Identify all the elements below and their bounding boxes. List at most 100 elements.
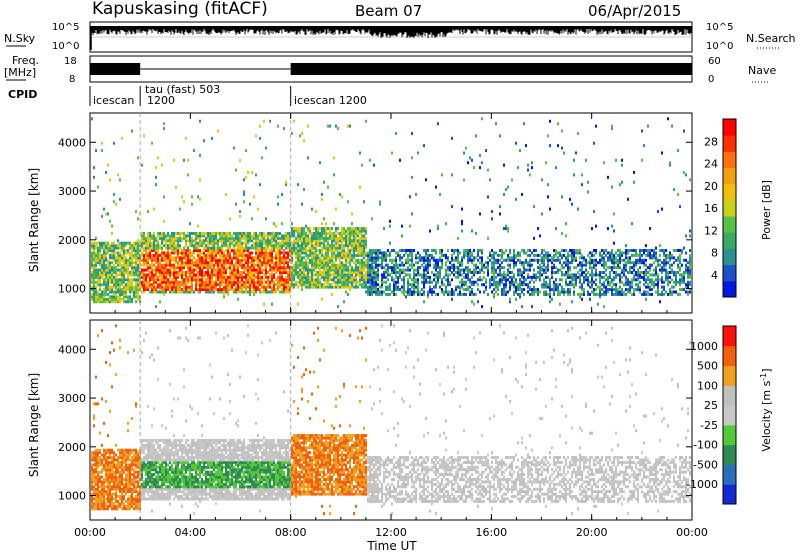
heatmap-cell — [345, 273, 347, 277]
heatmap-cell — [247, 249, 249, 253]
heatmap-cell — [463, 283, 465, 287]
heatmap-cell — [283, 253, 285, 257]
heatmap-cell — [359, 229, 361, 233]
heatmap-cell — [305, 241, 307, 245]
heatmap-cell — [355, 229, 357, 233]
heatmap-cell — [471, 292, 473, 296]
heatmap-cell — [303, 283, 305, 287]
heatmap-cell — [137, 268, 139, 272]
heatmap-cell — [391, 151, 393, 155]
heatmap-cell — [175, 185, 177, 189]
heatmap-cell — [387, 278, 389, 282]
heatmap-cell — [107, 266, 109, 270]
heatmap-cell — [265, 263, 267, 267]
heatmap-cell — [173, 270, 175, 274]
heatmap-cell — [169, 258, 171, 262]
heatmap-cell — [339, 261, 341, 265]
heatmap-cell — [339, 273, 341, 277]
heatmap-cell — [327, 285, 329, 289]
heatmap-cell — [339, 278, 341, 282]
heatmap-cell — [159, 236, 161, 240]
heatmap-cell — [551, 268, 553, 272]
heatmap-cell — [303, 278, 305, 282]
heatmap-cell — [543, 283, 545, 287]
heatmap-cell — [213, 280, 215, 284]
heatmap-cell — [169, 270, 171, 274]
heatmap-cell — [289, 241, 291, 245]
heatmap-cell — [529, 253, 531, 257]
heatmap-cell — [427, 275, 429, 279]
heatmap-cell — [503, 258, 505, 262]
heatmap-cell — [145, 246, 147, 250]
heatmap-cell — [117, 256, 119, 260]
heatmap-cell — [163, 234, 165, 238]
heatmap-cell — [245, 175, 247, 179]
heatmap-cell — [471, 261, 473, 265]
heatmap-cell — [199, 266, 201, 270]
heatmap-cell — [523, 278, 525, 282]
heatmap-cell — [359, 253, 361, 257]
heatmap-cell — [223, 258, 225, 262]
heatmap-cell — [247, 258, 249, 262]
heatmap-cell — [281, 234, 283, 238]
heatmap-cell — [179, 268, 181, 272]
heatmap-cell — [409, 263, 411, 267]
heatmap-cell — [135, 266, 137, 270]
heatmap-cell — [409, 283, 411, 287]
heatmap-cell — [179, 263, 181, 267]
heatmap-cell — [205, 231, 207, 235]
heatmap-cell — [529, 280, 531, 284]
heatmap-cell — [515, 141, 517, 145]
heatmap-cell — [451, 136, 453, 140]
heatmap-cell — [225, 231, 227, 235]
heatmap-cell — [109, 290, 111, 294]
heatmap-cell — [337, 231, 339, 235]
heatmap-cell — [177, 273, 179, 277]
heatmap-cell — [237, 268, 239, 272]
heatmap-cell — [389, 251, 391, 255]
heatmap-cell — [379, 285, 381, 289]
heatmap-cell — [435, 280, 437, 284]
heatmap-cell — [269, 253, 271, 257]
heatmap-cell — [459, 280, 461, 284]
heatmap-cell — [115, 251, 117, 255]
heatmap-cell — [203, 266, 205, 270]
heatmap-cell — [163, 239, 165, 243]
heatmap-cell — [175, 280, 177, 284]
heatmap-cell — [245, 273, 247, 277]
heatmap-cell — [527, 268, 529, 272]
heatmap-cell — [301, 236, 303, 240]
heatmap-cell — [471, 290, 473, 294]
heatmap-cell — [567, 283, 569, 287]
heatmap-cell — [255, 285, 257, 289]
heatmap-cell — [293, 249, 295, 253]
heatmap-cell — [563, 253, 565, 257]
heatmap-cell — [339, 236, 341, 240]
heatmap-cell — [171, 280, 173, 284]
heatmap-cell — [483, 283, 485, 287]
heatmap-cell — [101, 149, 103, 153]
heatmap-cell — [135, 241, 137, 245]
heatmap-cell — [549, 253, 551, 257]
heatmap-cell — [421, 292, 423, 296]
heatmap-cell — [405, 261, 407, 265]
heatmap-cell — [347, 285, 349, 289]
heatmap-cell — [565, 222, 567, 226]
heatmap-cell — [271, 253, 273, 257]
heatmap-cell — [185, 263, 187, 267]
heatmap-cell — [345, 239, 347, 243]
heatmap-cell — [191, 251, 193, 255]
heatmap-cell — [207, 275, 209, 279]
heatmap-cell — [259, 290, 261, 294]
heatmap-cell — [237, 275, 239, 279]
heatmap-cell — [287, 275, 289, 279]
heatmap-cell — [93, 273, 95, 277]
heatmap-cell — [215, 251, 217, 255]
heatmap-cell — [105, 292, 107, 296]
heatmap-cell — [327, 241, 329, 245]
heatmap-cell — [121, 292, 123, 296]
heatmap-cell — [349, 239, 351, 243]
heatmap-cell — [269, 249, 271, 253]
heatmap-cell — [425, 273, 427, 277]
heatmap-cell — [239, 285, 241, 289]
